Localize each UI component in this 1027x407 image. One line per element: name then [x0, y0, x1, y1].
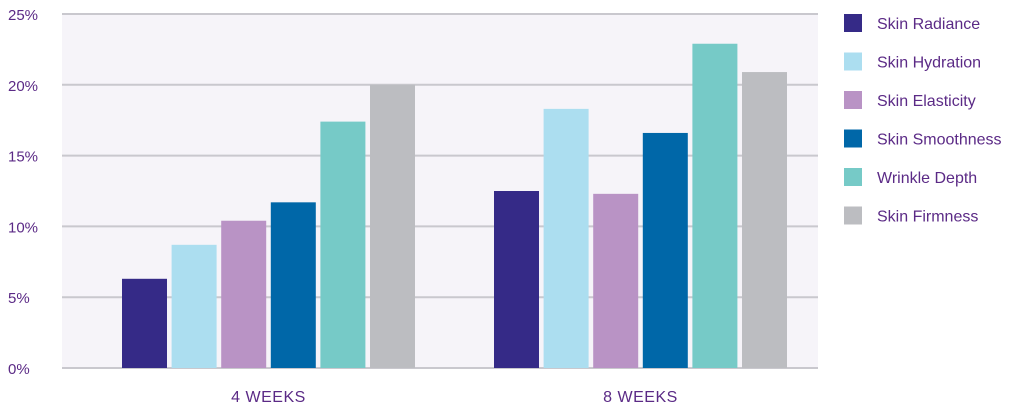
legend-label: Wrinkle Depth — [877, 170, 977, 187]
legend-label: Skin Firmness — [877, 209, 978, 226]
bar — [593, 193, 639, 368]
bar — [692, 43, 738, 369]
bar — [642, 132, 688, 368]
legend-label: Skin Elasticity — [877, 93, 976, 110]
y-tick-label: 25% — [8, 7, 38, 24]
legend-label: Skin Smoothness — [877, 132, 1002, 149]
legend-label: Skin Radiance — [877, 16, 980, 33]
bar — [494, 191, 539, 368]
y-tick-label: 10% — [8, 219, 38, 236]
legend-item: Wrinkle Depth — [844, 168, 977, 187]
legend-item: Skin Radiance — [844, 14, 980, 33]
y-tick-label: 5% — [8, 290, 30, 307]
legend-label: Skin Hydration — [877, 55, 981, 72]
y-tick-label: 20% — [8, 78, 38, 95]
bars — [122, 43, 787, 369]
legend-swatch — [844, 206, 862, 225]
legend-item: Skin Firmness — [844, 206, 978, 226]
x-category-label: 4 WEEKS — [231, 389, 306, 406]
legend-swatch — [844, 52, 862, 71]
legend: Skin Radiance Skin Hydration Skin Elastici… — [844, 14, 1002, 226]
y-axis-ticks: 0% 5% 10% 15% 20% 25% — [8, 7, 38, 378]
x-axis-categories: 4 WEEKS 8 WEEKS — [231, 389, 678, 406]
legend-item: Skin Smoothness — [844, 129, 1002, 149]
bar — [171, 244, 217, 368]
bar — [320, 121, 366, 368]
legend-swatch — [844, 91, 862, 109]
bar — [543, 108, 589, 368]
y-tick-label: 0% — [8, 361, 30, 378]
bar — [221, 220, 267, 368]
legend-swatch — [844, 129, 862, 148]
legend-item: Skin Elasticity — [844, 91, 976, 110]
y-tick-label: 15% — [8, 149, 38, 166]
x-category-label: 8 WEEKS — [603, 389, 678, 406]
legend-swatch — [844, 168, 862, 186]
legend-swatch — [844, 14, 862, 32]
bar — [370, 84, 415, 369]
bar — [270, 202, 316, 368]
bar — [122, 278, 167, 368]
bar — [742, 72, 787, 368]
legend-item: Skin Hydration — [844, 52, 981, 72]
